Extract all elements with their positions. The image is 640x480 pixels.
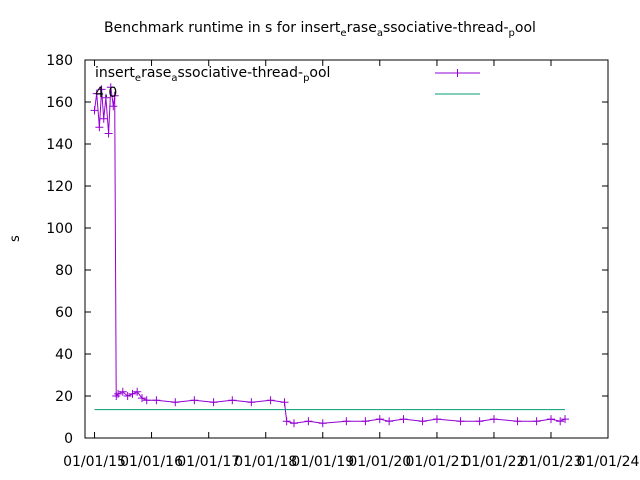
data-point [114, 389, 123, 398]
data-point [304, 417, 313, 426]
data-point [95, 123, 104, 132]
data-point [385, 417, 394, 426]
data-point [546, 415, 555, 424]
data-point [97, 85, 106, 94]
x-tick-label: 01/01/15 [63, 454, 126, 470]
series-line-1 [94, 87, 566, 424]
data-point [92, 89, 101, 98]
data-point [475, 417, 484, 426]
y-tick-label: 80 [55, 263, 73, 279]
data-point [90, 106, 99, 115]
data-point [209, 398, 218, 407]
data-point [112, 392, 121, 400]
y-tick-label: 60 [55, 305, 73, 321]
data-point [138, 394, 147, 403]
data-point [280, 398, 289, 407]
x-tick-label: 01/01/17 [177, 454, 240, 470]
x-tick-label: 01/01/20 [348, 454, 411, 470]
data-point [556, 417, 565, 426]
legend-value: 4.0 [95, 85, 118, 101]
data-point [109, 102, 118, 111]
data-point [290, 419, 299, 428]
plot-frame [84, 59, 609, 439]
data-point [99, 114, 108, 123]
data-point [110, 91, 119, 100]
y-tick-label: 20 [55, 389, 73, 405]
x-tick-label: 01/01/22 [463, 454, 526, 470]
y-tick-label: 140 [46, 137, 73, 153]
y-tick-label: 100 [46, 221, 73, 237]
data-point [128, 389, 137, 398]
data-point [123, 392, 132, 400]
data-point [561, 415, 570, 424]
data-point [456, 417, 465, 426]
y-tick-label: 0 [64, 431, 73, 447]
data-point [152, 396, 161, 405]
data-point [190, 396, 199, 405]
y-tick-label: 120 [46, 179, 73, 195]
x-tick-label: 01/01/24 [577, 454, 640, 470]
x-tick-label: 01/01/23 [520, 454, 583, 470]
data-point [532, 417, 541, 426]
data-point [489, 415, 498, 424]
data-point [432, 415, 441, 424]
data-point [513, 417, 522, 426]
data-point [101, 93, 110, 102]
data-point [228, 396, 237, 405]
data-point [118, 387, 127, 396]
data-point [318, 419, 327, 428]
data-point [282, 417, 291, 426]
chart-title: Benchmark runtime in s for inserteraseas… [104, 20, 536, 39]
data-point [247, 398, 256, 407]
legend-label: inserteraseassociative-thread-pool [95, 65, 331, 84]
x-tick-label: 01/01/19 [291, 454, 354, 470]
data-point [106, 83, 115, 92]
x-tick-label: 01/01/16 [120, 454, 183, 470]
data-point [266, 396, 275, 405]
y-tick-label: 160 [46, 95, 73, 111]
data-point [418, 417, 427, 426]
x-tick-label: 01/01/18 [234, 454, 297, 470]
data-point [342, 417, 351, 426]
x-tick-label: 01/01/21 [406, 454, 469, 470]
y-tick-label: 180 [46, 53, 73, 69]
y-tick-label: 40 [55, 347, 73, 363]
data-point [399, 415, 408, 424]
data-point [171, 398, 180, 407]
data-point [133, 387, 142, 396]
data-point [104, 129, 113, 138]
legend-marker-1 [453, 69, 462, 77]
data-point [361, 417, 370, 426]
data-point [142, 396, 151, 405]
data-point [375, 415, 384, 424]
